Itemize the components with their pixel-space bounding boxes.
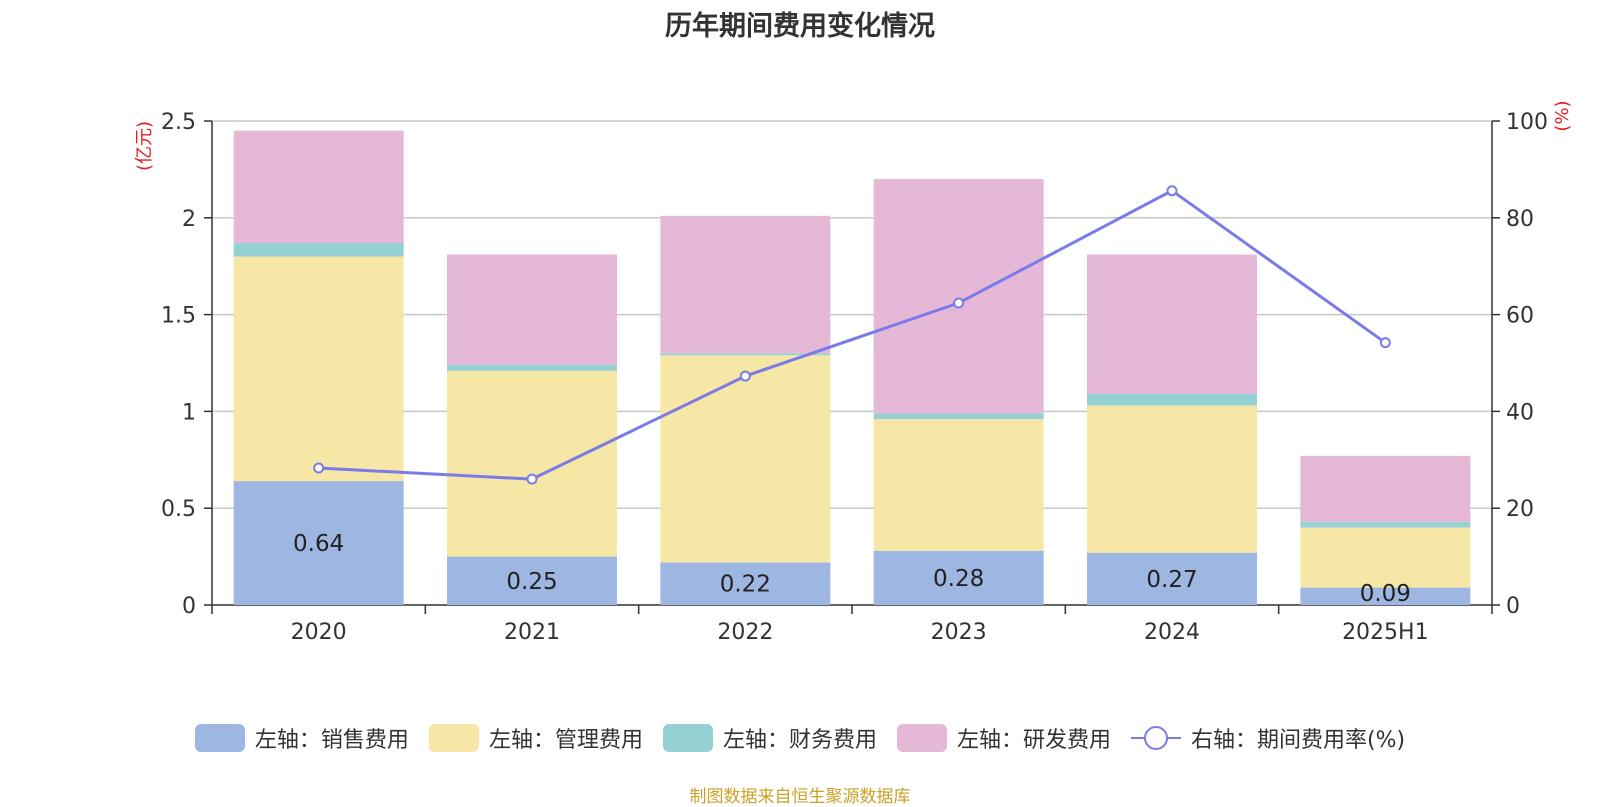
rate-point xyxy=(1379,337,1391,349)
x-tick-label: 2022 xyxy=(717,620,773,645)
bar-segment-4 xyxy=(233,130,404,243)
bar-segment-2 xyxy=(1087,405,1257,553)
right-tick-label: 80 xyxy=(1506,207,1534,232)
source-note: 制图数据来自恒生聚源数据库 xyxy=(689,787,911,807)
rate-line xyxy=(318,188,1387,481)
bar-segment-1 xyxy=(447,556,617,605)
bar-segment-1 xyxy=(660,562,831,605)
x-tick-label: 2023 xyxy=(931,620,987,645)
bar-segment-3 xyxy=(233,242,404,257)
chart-title: 历年期间费用变化情况 xyxy=(665,11,935,42)
x-tick-label: 2025H1 xyxy=(1342,620,1429,645)
rate-point xyxy=(739,370,751,382)
legend-swatch xyxy=(896,724,947,752)
bar-segment-3 xyxy=(1087,393,1257,406)
left-tick-label: 2 xyxy=(182,207,196,232)
legend-line-swatch xyxy=(1130,724,1181,752)
bar-data-label: 0.25 xyxy=(506,569,557,595)
legend-swatch xyxy=(194,724,245,752)
left-tick-label: 1 xyxy=(182,400,196,425)
bar-segment-3 xyxy=(873,413,1044,420)
right-tick-label: 60 xyxy=(1506,304,1534,329)
legend-item[interactable]: 左轴：研发费用 xyxy=(896,722,1111,754)
legend-label: 左轴：财务费用 xyxy=(722,728,877,753)
bar-segment-1 xyxy=(1087,552,1257,605)
x-tick-label: 2020 xyxy=(291,620,347,645)
right-axis-label: (%) xyxy=(1552,100,1573,131)
bar-segment-3 xyxy=(660,353,831,356)
bar-segment-4 xyxy=(873,179,1044,414)
rate-point xyxy=(1166,185,1178,197)
bar-data-label: 0.22 xyxy=(720,572,771,598)
bar-data-label: 0.27 xyxy=(1146,567,1197,593)
right-tick-label: 0 xyxy=(1506,594,1520,619)
bar-segment-2 xyxy=(660,355,831,563)
bar-segment-2 xyxy=(1300,527,1471,588)
right-tick-label: 40 xyxy=(1506,400,1534,425)
bar-segment-1 xyxy=(233,481,404,605)
legend-label: 左轴：管理费用 xyxy=(488,728,643,753)
bar-segment-3 xyxy=(1300,521,1471,528)
bar-segment-1 xyxy=(873,550,1044,605)
bar-data-label: 0.64 xyxy=(293,531,344,557)
bar-segment-1 xyxy=(1300,587,1471,605)
legend-item[interactable]: 左轴：管理费用 xyxy=(428,722,643,754)
bar-data-label: 0.09 xyxy=(1360,581,1411,607)
rate-point xyxy=(953,297,965,309)
left-tick-label: 2.5 xyxy=(161,110,196,135)
legend-item[interactable]: 左轴：财务费用 xyxy=(662,722,877,754)
legend-swatch xyxy=(428,724,479,752)
chart-legend: 左轴：销售费用 左轴：管理费用 左轴：财务费用 左轴：研发费用 右轴：期间费用率(%) xyxy=(0,722,1600,754)
bar-segment-2 xyxy=(447,370,617,557)
legend-swatch xyxy=(662,724,713,752)
rate-point xyxy=(313,462,325,474)
rate-point xyxy=(526,473,538,485)
bar-segment-4 xyxy=(1087,254,1257,394)
legend-label: 右轴：期间费用率(%) xyxy=(1190,728,1406,753)
bar-segment-4 xyxy=(1300,455,1471,522)
bar-segment-4 xyxy=(660,215,831,354)
legend-label: 左轴：研发费用 xyxy=(956,728,1111,753)
bar-segment-3 xyxy=(447,364,617,371)
x-tick-label: 2024 xyxy=(1144,620,1200,645)
bar-data-label: 0.28 xyxy=(933,566,984,592)
right-tick-label: 100 xyxy=(1506,110,1548,135)
bar-segment-2 xyxy=(233,256,404,482)
right-tick-label: 20 xyxy=(1506,497,1534,522)
left-tick-label: 0 xyxy=(182,594,196,619)
bar-segment-4 xyxy=(447,254,617,365)
x-tick-label: 2021 xyxy=(504,620,560,645)
legend-item[interactable]: 右轴：期间费用率(%) xyxy=(1130,722,1406,754)
left-tick-label: 0.5 xyxy=(161,497,196,522)
legend-label: 左轴：销售费用 xyxy=(254,728,409,753)
bar-segment-2 xyxy=(873,419,1044,551)
left-axis-label: (亿元) xyxy=(134,121,155,171)
legend-item[interactable]: 左轴：销售费用 xyxy=(194,722,409,754)
left-tick-label: 1.5 xyxy=(161,304,196,329)
